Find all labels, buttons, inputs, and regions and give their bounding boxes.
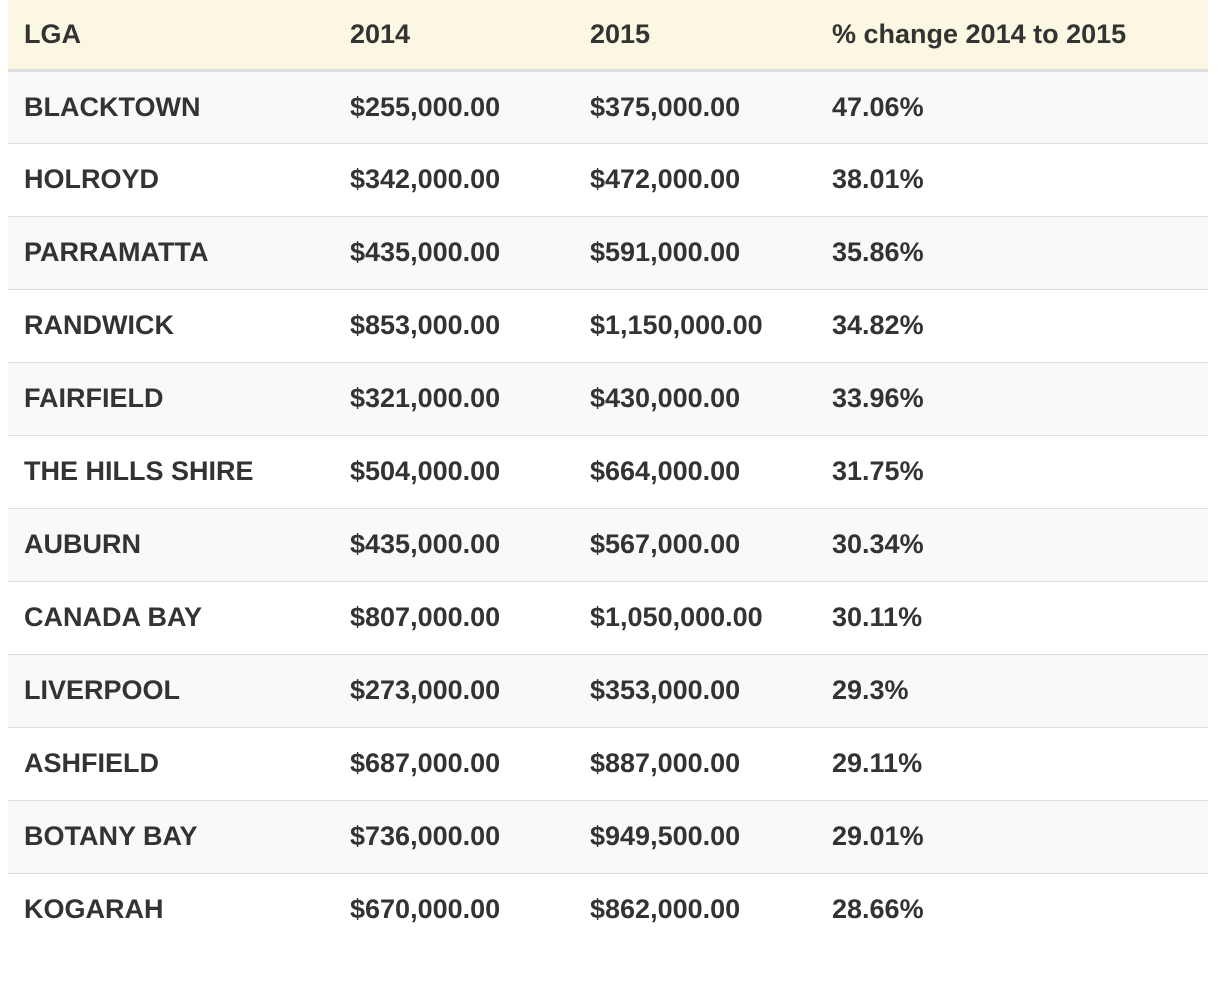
cell-2014: $435,000.00 bbox=[350, 237, 501, 267]
cell-2015: $353,000.00 bbox=[590, 675, 741, 705]
table-row: KOGARAH $670,000.00 $862,000.00 28.66% bbox=[8, 873, 1208, 946]
column-header-2015: 2015 bbox=[574, 0, 816, 72]
cell-percent-change: 29.3% bbox=[832, 675, 909, 705]
cell-2014: $435,000.00 bbox=[350, 529, 501, 559]
cell-2014: $342,000.00 bbox=[350, 164, 501, 194]
table-row: RANDWICK $853,000.00 $1,150,000.00 34.82% bbox=[8, 289, 1208, 362]
table-row: BOTANY BAY $736,000.00 $949,500.00 29.01% bbox=[8, 800, 1208, 873]
cell-2015: $862,000.00 bbox=[590, 894, 741, 925]
cell-2014: $670,000.00 bbox=[350, 894, 501, 925]
cell-lga: BLACKTOWN bbox=[24, 91, 201, 122]
cell-percent-change: 33.96% bbox=[832, 383, 924, 413]
cell-percent-change: 38.01% bbox=[832, 164, 924, 194]
table-row: ASHFIELD $687,000.00 $887,000.00 29.11% bbox=[8, 727, 1208, 800]
cell-percent-change: 34.82% bbox=[832, 310, 924, 340]
table-row: PARRAMATTA $435,000.00 $591,000.00 35.86% bbox=[8, 216, 1208, 289]
cell-2015: $887,000.00 bbox=[590, 748, 741, 778]
cell-percent-change: 35.86% bbox=[832, 237, 924, 267]
cell-2014: $853,000.00 bbox=[350, 310, 501, 340]
cell-lga: AUBURN bbox=[24, 529, 141, 559]
table-row: HOLROYD $342,000.00 $472,000.00 38.01% bbox=[8, 143, 1208, 216]
header-row: LGA 2014 2015 % change 2014 to 2015 bbox=[8, 0, 1208, 72]
cell-2014: $321,000.00 bbox=[350, 383, 501, 413]
cell-percent-change: 30.34% bbox=[832, 529, 924, 559]
cell-percent-change: 29.01% bbox=[832, 821, 924, 851]
cell-percent-change: 28.66% bbox=[832, 894, 924, 925]
table-row: BLACKTOWN $255,000.00 $375,000.00 47.06% bbox=[8, 70, 1208, 143]
cell-2015: $567,000.00 bbox=[590, 529, 741, 559]
cell-2014: $736,000.00 bbox=[350, 821, 501, 851]
cell-percent-change: 47.06% bbox=[832, 91, 924, 122]
cell-2014: $807,000.00 bbox=[350, 602, 501, 632]
cell-2014: $255,000.00 bbox=[350, 91, 501, 122]
cell-2014: $504,000.00 bbox=[350, 456, 501, 486]
cell-2015: $591,000.00 bbox=[590, 237, 741, 267]
cell-lga: ASHFIELD bbox=[24, 748, 159, 778]
cell-lga: CANADA BAY bbox=[24, 602, 203, 632]
column-header-lga: LGA bbox=[8, 0, 334, 72]
cell-lga: BOTANY BAY bbox=[24, 821, 198, 851]
cell-percent-change: 30.11% bbox=[832, 602, 923, 632]
cell-lga: KOGARAH bbox=[24, 894, 164, 925]
column-header-2014: 2014 bbox=[334, 0, 574, 72]
cell-lga: RANDWICK bbox=[24, 310, 174, 340]
data-table-container: LGA 2014 2015 % change 2014 to 2015 BLAC… bbox=[8, 0, 1208, 946]
cell-lga: HOLROYD bbox=[24, 164, 159, 194]
cell-percent-change: 29.11% bbox=[832, 748, 923, 778]
table-row: AUBURN $435,000.00 $567,000.00 30.34% bbox=[8, 508, 1208, 581]
cell-lga: THE HILLS SHIRE bbox=[24, 456, 254, 486]
cell-2015: $472,000.00 bbox=[590, 164, 741, 194]
cell-2014: $273,000.00 bbox=[350, 675, 501, 705]
cell-2015: $949,500.00 bbox=[590, 821, 741, 851]
lga-price-table: LGA 2014 2015 % change 2014 to 2015 BLAC… bbox=[8, 0, 1208, 946]
cell-2015: $430,000.00 bbox=[590, 383, 741, 413]
table-row: THE HILLS SHIRE $504,000.00 $664,000.00 31.… bbox=[8, 435, 1208, 508]
cell-lga: PARRAMATTA bbox=[24, 237, 209, 267]
cell-2015: $375,000.00 bbox=[590, 91, 741, 122]
table-body: BLACKTOWN $255,000.00 $375,000.00 47.06% HOL… bbox=[8, 70, 1208, 946]
cell-lga: FAIRFIELD bbox=[24, 383, 164, 413]
table-header: LGA 2014 2015 % change 2014 to 2015 bbox=[8, 0, 1208, 72]
cell-percent-change: 31.75% bbox=[832, 456, 924, 486]
table-row: CANADA BAY $807,000.00 $1,050,000.00 30.11% bbox=[8, 581, 1208, 654]
cell-lga: LIVERPOOL bbox=[24, 675, 181, 705]
cell-2015: $664,000.00 bbox=[590, 456, 741, 486]
cell-2015: $1,050,000.00 bbox=[590, 602, 763, 632]
table-row: FAIRFIELD $321,000.00 $430,000.00 33.96% bbox=[8, 362, 1208, 435]
cell-2015: $1,150,000.00 bbox=[590, 310, 763, 340]
column-header-percent-change: % change 2014 to 2015 bbox=[816, 0, 1208, 72]
cell-2014: $687,000.00 bbox=[350, 748, 501, 778]
table-row: LIVERPOOL $273,000.00 $353,000.00 29.3% bbox=[8, 654, 1208, 727]
